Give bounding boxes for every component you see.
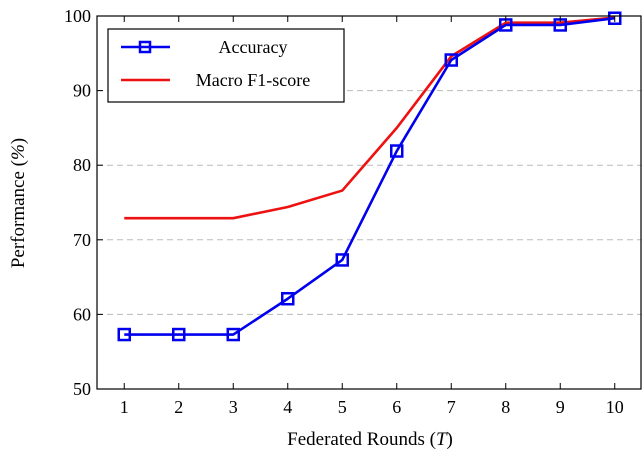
x-tick-label-6: 6: [392, 397, 401, 417]
x-tick-label-10: 10: [606, 397, 624, 417]
y-tick-label-70: 70: [73, 230, 91, 250]
point-accuracy-5: [335, 253, 349, 267]
point-accuracy-1: [117, 327, 131, 342]
grid: [97, 90, 642, 315]
plot-frame: [96, 15, 642, 390]
y-tick-label-60: 60: [73, 304, 91, 324]
x-axis-title: Federated Rounds (T): [287, 429, 453, 450]
legend-marker-accuracy: [138, 40, 152, 54]
point-accuracy-3: [226, 327, 240, 342]
y-tick-label-50: 50: [73, 379, 91, 399]
x-tick-label-7: 7: [447, 397, 456, 417]
series-line-macro-f1-score: [124, 16, 615, 220]
x-tick-label-3: 3: [229, 397, 238, 417]
series-line-accuracy: [124, 16, 615, 336]
y-axis-title: Performance (%): [8, 138, 29, 268]
y-tick-label-80: 80: [73, 155, 91, 175]
x-tick-label-2: 2: [174, 397, 183, 417]
x-tick-label-9: 9: [556, 397, 565, 417]
point-accuracy-6: [390, 144, 404, 158]
series-layer: [117, 11, 622, 342]
point-accuracy-2: [172, 327, 186, 342]
y-tick-label-100: 100: [64, 6, 91, 26]
point-accuracy-7: [444, 53, 458, 67]
point-accuracy-4: [281, 291, 295, 306]
point-accuracy-10: [608, 11, 622, 25]
x-tick-label-8: 8: [501, 397, 510, 417]
legend-label-accuracy: Accuracy: [219, 37, 288, 57]
y-tick-label-90: 90: [73, 81, 91, 101]
legend-label-macro-f1: Macro F1-score: [196, 70, 310, 90]
legend: Accuracy Macro F1-score: [107, 28, 345, 103]
ticks: 50 60 70 80 90 100 1 2 3 4 5 6 7 8 9 10: [64, 6, 624, 417]
x-tick-label-1: 1: [120, 397, 129, 417]
x-tick-label-4: 4: [283, 397, 292, 417]
x-tick-label-5: 5: [338, 397, 347, 417]
